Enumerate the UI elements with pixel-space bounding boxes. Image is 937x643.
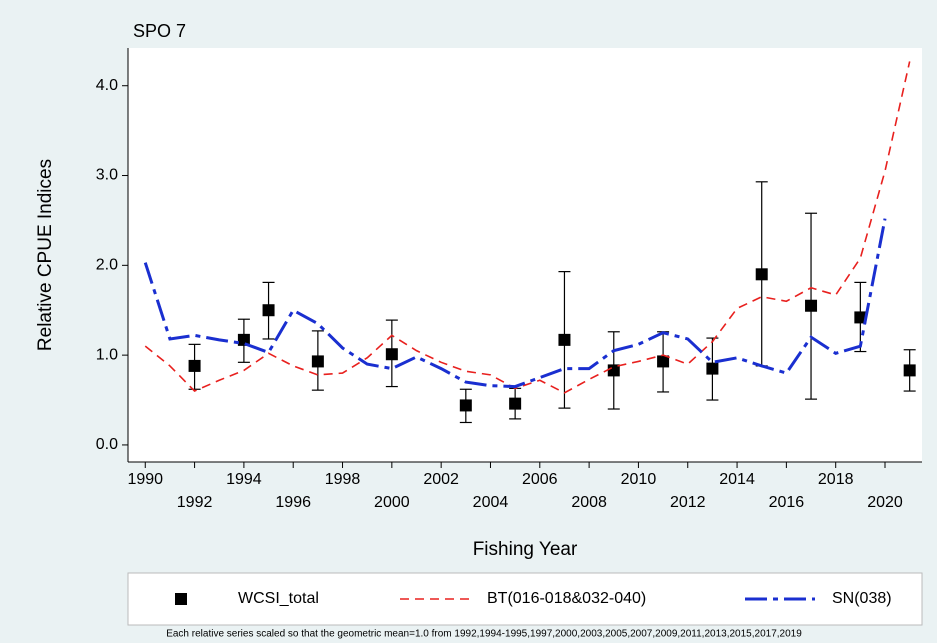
point: [459, 399, 472, 412]
point: [706, 362, 719, 375]
x-tick-label: 2014: [719, 471, 755, 488]
x-tick-label: 2012: [670, 494, 706, 511]
point: [237, 333, 250, 346]
x-axis-title: Fishing Year: [473, 539, 578, 560]
point: [755, 268, 768, 281]
legend-marker: [175, 593, 187, 605]
x-tick-label: 2006: [522, 471, 558, 488]
point: [262, 304, 275, 317]
series-line: [144, 61, 911, 394]
point: [558, 333, 571, 346]
point: [657, 355, 670, 368]
point: [854, 311, 867, 324]
x-tick-label: 1998: [325, 471, 361, 488]
x-tick-label: 1994: [226, 471, 262, 488]
plot-area: [128, 48, 922, 462]
point: [311, 355, 324, 368]
legend-label: SN(038): [832, 590, 892, 607]
x-tick-label: 2008: [571, 494, 607, 511]
x-tick-label: 2016: [769, 494, 805, 511]
y-tick-label: 4.0: [96, 77, 118, 94]
x-tick-label: 2000: [374, 494, 410, 511]
x-tick-label: 2018: [818, 471, 854, 488]
series-line: [143, 218, 887, 389]
x-tick-label: 2020: [867, 494, 903, 511]
y-axis-title: Relative CPUE Indices: [35, 159, 56, 351]
legend-label: WCSI_total: [238, 590, 319, 607]
y-tick-label: 2.0: [96, 257, 118, 274]
point: [188, 359, 201, 372]
x-tick-label: 2010: [621, 471, 657, 488]
footnote: Each relative series scaled so that the …: [166, 629, 802, 640]
point: [805, 299, 818, 312]
x-tick-label: 1992: [177, 494, 213, 511]
x-tick-label: 2002: [423, 471, 459, 488]
point: [509, 397, 522, 410]
point: [903, 364, 916, 377]
x-tick-label: 1990: [127, 471, 163, 488]
point: [385, 348, 398, 361]
point: [607, 364, 620, 377]
y-tick-label: 1.0: [96, 346, 118, 363]
x-tick-label: 1996: [275, 494, 311, 511]
y-tick-label: 0.0: [96, 436, 118, 453]
x-tick-label: 2004: [473, 494, 509, 511]
y-tick-label: 3.0: [96, 167, 118, 184]
legend-label: BT(016-018&032-040): [487, 590, 646, 607]
chart-title: SPO 7: [133, 21, 186, 41]
